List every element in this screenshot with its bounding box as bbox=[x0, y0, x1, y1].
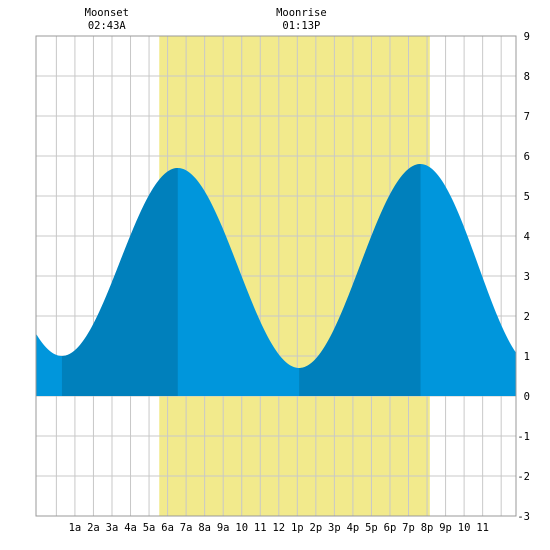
x-tick-label: 12 bbox=[272, 522, 285, 534]
y-tick-label: 5 bbox=[524, 191, 530, 203]
x-tick-label: 2a bbox=[87, 522, 100, 534]
x-tick-label: 2p bbox=[310, 522, 323, 534]
x-tick-label: 6p bbox=[384, 522, 397, 534]
y-tick-label: 0 bbox=[524, 391, 530, 403]
tide-rising-band-1 bbox=[61, 168, 178, 396]
x-tick-label: 1p bbox=[291, 522, 304, 534]
x-tick-label: 4p bbox=[347, 522, 360, 534]
x-tick-label: 3p bbox=[328, 522, 341, 534]
moon-event-label: Moonset bbox=[85, 7, 129, 19]
x-tick-label: 7p bbox=[402, 522, 415, 534]
x-tick-label: 11 bbox=[254, 522, 267, 534]
x-tick-label: 8p bbox=[421, 522, 434, 534]
moon-event-label: Moonrise bbox=[276, 7, 327, 19]
x-tick-label: 9a bbox=[217, 522, 230, 534]
x-tick-label: 6a bbox=[161, 522, 174, 534]
tide-rising-band-2 bbox=[299, 164, 421, 396]
moon-event-time: 01:13P bbox=[282, 20, 320, 32]
plot-border bbox=[35, 35, 517, 517]
x-tick-label: 1a bbox=[69, 522, 82, 534]
y-tick-label: -2 bbox=[517, 471, 530, 483]
y-tick-label: 6 bbox=[524, 151, 530, 163]
x-tick-label: 3a bbox=[106, 522, 119, 534]
x-tick-label: 8a bbox=[198, 522, 211, 534]
x-tick-label: 10 bbox=[235, 522, 248, 534]
y-tick-label: -1 bbox=[517, 431, 530, 443]
moon-event-time: 02:43A bbox=[88, 20, 127, 32]
y-tick-label: 1 bbox=[524, 351, 530, 363]
x-tick-label: 11 bbox=[476, 522, 489, 534]
y-tick-label: 2 bbox=[524, 311, 530, 323]
y-tick-label: 9 bbox=[524, 31, 530, 43]
y-tick-label: 3 bbox=[524, 271, 530, 283]
x-tick-label: 5a bbox=[143, 522, 156, 534]
y-tick-label: 7 bbox=[524, 111, 530, 123]
x-tick-label: 5p bbox=[365, 522, 378, 534]
x-tick-label: 7a bbox=[180, 522, 193, 534]
x-tick-label: 10 bbox=[458, 522, 471, 534]
x-tick-label: 9p bbox=[439, 522, 452, 534]
y-tick-label: -3 bbox=[517, 511, 530, 523]
y-tick-label: 8 bbox=[524, 71, 530, 83]
x-tick-label: 4a bbox=[124, 522, 137, 534]
y-tick-label: 4 bbox=[524, 231, 530, 243]
